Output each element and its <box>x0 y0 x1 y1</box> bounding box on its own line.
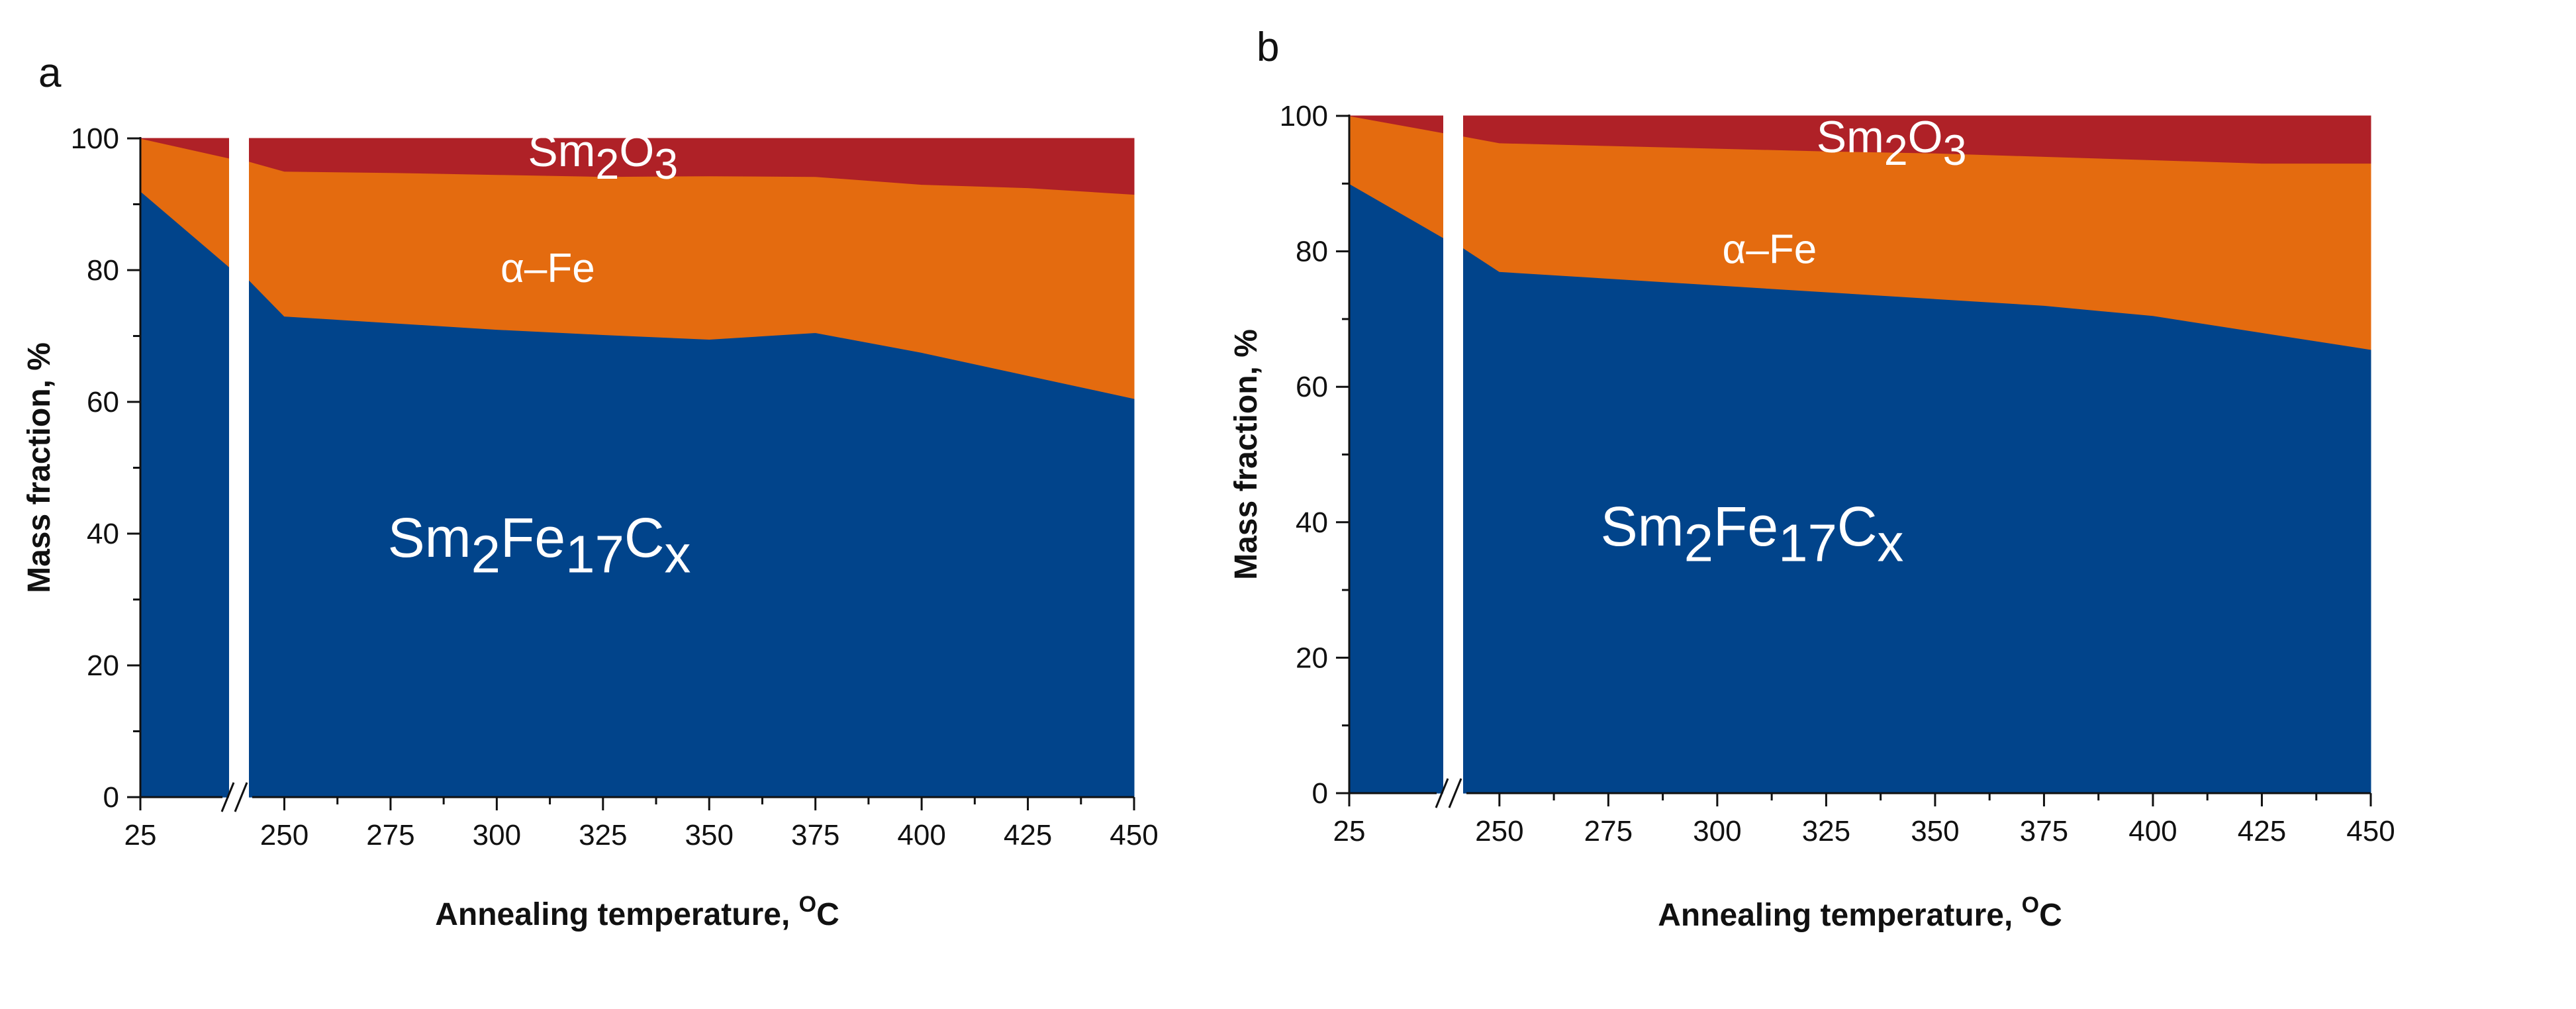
label-sm2o3: Sm2O3 <box>1817 112 1967 174</box>
axis-break-gap <box>229 134 249 801</box>
x-tick-label-300: 300 <box>473 819 521 851</box>
y-axis-title: Mass fraction, % <box>22 342 57 593</box>
y-tick-label-80: 80 <box>87 254 119 287</box>
y-tick-label-20: 20 <box>1296 642 1328 674</box>
axis-break-gap <box>1443 112 1463 797</box>
x-tick-label-350: 350 <box>685 819 734 851</box>
y-tick-label-60: 60 <box>87 386 119 418</box>
x-tick-label-450: 450 <box>2346 815 2395 847</box>
break-mark-1 <box>220 782 235 812</box>
panel-b: 0 20 40 60 80 100 25 250 275 300 325 350 375 400 425 45… <box>1229 24 2395 933</box>
x-tick-label-275: 275 <box>1584 815 1633 847</box>
label-alpha-fe: α–Fe <box>1723 227 1817 273</box>
area-sm2o3-seg2 <box>1462 115 2371 164</box>
x-tick-label-350: 350 <box>1911 815 1959 847</box>
x-tick-label-300: 300 <box>1693 815 1741 847</box>
y-tick-label-40: 40 <box>1296 506 1328 539</box>
y-tick-label-100: 100 <box>1280 100 1328 132</box>
x-tick-label-250: 250 <box>260 819 309 851</box>
break-mark-1 <box>1435 778 1449 808</box>
x-tick-label-400: 400 <box>2128 815 2177 847</box>
x-tick-label-450: 450 <box>1110 819 1158 851</box>
stacked-areas <box>140 138 1135 798</box>
x-tick-label-325: 325 <box>579 819 627 851</box>
x-ticks: 25 250 275 300 325 350 375 400 425 450 <box>1333 793 2395 847</box>
x-axis-title: Annealing temperature, OC <box>435 892 839 932</box>
region-labels: Sm2O3 α–Fe Sm2Fe17Cx <box>1601 112 1967 573</box>
y-tick-label-40: 40 <box>87 518 119 550</box>
area-sm2fe17cx-seg1 <box>140 190 230 798</box>
y-tick-label-60: 60 <box>1296 371 1328 403</box>
y-tick-label-20: 20 <box>87 649 119 682</box>
x-tick-label-275: 275 <box>366 819 414 851</box>
region-labels: Sm2O3 α–Fe Sm2Fe17Cx <box>388 126 691 584</box>
x-tick-label-375: 375 <box>791 819 839 851</box>
x-tick-label-375: 375 <box>2020 815 2068 847</box>
y-tick-label-80: 80 <box>1296 236 1328 268</box>
label-sm2fe17cx: Sm2Fe17Cx <box>388 506 691 584</box>
y-axis-title: Mass fraction, % <box>1229 329 1264 580</box>
break-mark-2 <box>1448 778 1462 808</box>
x-axis-title: Annealing temperature, OC <box>1658 892 2062 933</box>
y-ticks: 0 20 40 60 80 100 <box>71 122 140 814</box>
area-sm2fe17cx-seg1 <box>1349 183 1444 794</box>
x-tick-label-425: 425 <box>2238 815 2286 847</box>
area-sm2fe17cx-seg2 <box>1462 247 2371 794</box>
y-tick-label-0: 0 <box>103 781 119 814</box>
panel-letter: b <box>1257 24 1279 70</box>
panel-a: 0 20 40 60 80 100 25 250 275 300 325 350 375 400 425 45… <box>22 50 1159 932</box>
x-tick-label-400: 400 <box>897 819 945 851</box>
label-sm2o3: Sm2O3 <box>528 126 678 188</box>
stacked-areas <box>1349 115 2371 794</box>
label-sm2fe17cx: Sm2Fe17Cx <box>1601 495 1904 573</box>
label-alpha-fe: α–Fe <box>501 246 595 291</box>
x-tick-label-25: 25 <box>1333 815 1366 847</box>
x-tick-label-425: 425 <box>1004 819 1052 851</box>
x-tick-label-250: 250 <box>1475 815 1523 847</box>
area-sm2o3-seg2 <box>248 138 1135 195</box>
x-tick-label-25: 25 <box>124 819 157 851</box>
y-tick-label-0: 0 <box>1312 777 1328 810</box>
panel-letter: a <box>38 50 62 96</box>
break-mark-2 <box>234 782 248 812</box>
y-ticks: 0 20 40 60 80 100 <box>1280 100 1349 810</box>
x-tick-label-325: 325 <box>1802 815 1850 847</box>
x-ticks: 25 250 275 300 325 350 375 400 425 450 <box>124 797 1159 851</box>
y-tick-label-100: 100 <box>71 122 119 155</box>
